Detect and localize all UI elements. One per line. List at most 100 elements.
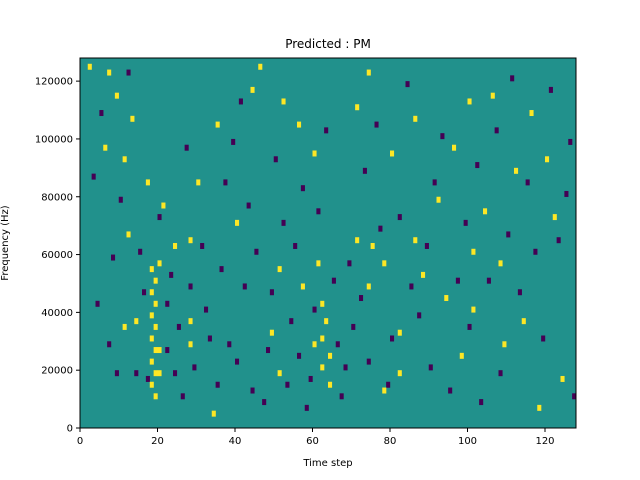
heatmap-cell-high — [258, 63, 263, 70]
heatmap-cell-low — [281, 219, 286, 226]
heatmap-cell-low — [541, 335, 546, 342]
heatmap-cell-high — [413, 115, 418, 122]
heatmap-cells — [87, 63, 577, 417]
heatmap-cell-high — [235, 219, 240, 226]
heatmap-cell-high — [483, 208, 488, 215]
heatmap-cell-high — [157, 347, 162, 354]
heatmap-cell-low — [548, 86, 553, 93]
heatmap-cell-low — [188, 283, 193, 290]
heatmap-cell-low — [463, 219, 468, 226]
heatmap-cell-low — [184, 144, 189, 151]
heatmap-cell-high — [153, 277, 158, 284]
y-tick-label: 40000 — [41, 308, 73, 319]
heatmap-cell-high — [498, 260, 503, 267]
heatmap-cell-low — [145, 375, 150, 382]
heatmap-cell-high — [157, 260, 162, 267]
heatmap-cell-low — [475, 162, 480, 169]
heatmap-cell-high — [312, 150, 317, 157]
heatmap-cell-low — [486, 277, 491, 284]
heatmap-cell-high — [269, 329, 274, 336]
heatmap-cell-high — [471, 248, 476, 255]
heatmap-cell-high — [471, 306, 476, 313]
chart-title: Predicted : PM — [285, 37, 371, 51]
heatmap-cell-high — [122, 323, 127, 330]
x-tick-label: 120 — [535, 436, 554, 447]
heatmap-cell-low — [227, 341, 232, 348]
heatmap-cell-low — [273, 156, 278, 163]
x-tick-label: 100 — [458, 436, 477, 447]
heatmap-cell-low — [312, 306, 317, 313]
heatmap-cell-high — [153, 370, 158, 377]
heatmap-cell-high — [188, 341, 193, 348]
x-axis-label: Time step — [302, 458, 352, 469]
heatmap-cell-low — [173, 370, 178, 377]
heatmap-cell-low — [235, 358, 240, 365]
heatmap-cell-high — [382, 260, 387, 267]
heatmap-cell-high — [366, 69, 371, 76]
heatmap-cell-low — [366, 358, 371, 365]
heatmap-cell-high — [134, 318, 139, 325]
heatmap-cell-low — [165, 300, 170, 307]
heatmap-cell-low — [572, 393, 577, 400]
plot-frame — [79, 57, 577, 429]
heatmap-cell-high — [320, 335, 325, 342]
heatmap-cell-low — [517, 289, 522, 296]
heatmap-cell-high — [459, 352, 464, 359]
heatmap-cell-low — [448, 387, 453, 394]
heatmap-cell-high — [452, 144, 457, 151]
heatmap-cell-low — [289, 318, 294, 325]
heatmap-cell-low — [157, 214, 162, 221]
heatmap-cell-low — [347, 260, 352, 267]
heatmap-cell-low — [250, 387, 255, 394]
heatmap-cell-low — [494, 127, 499, 134]
heatmap-cell-high — [397, 370, 402, 377]
heatmap-cell-high — [277, 370, 282, 377]
heatmap-cell-high — [149, 358, 154, 365]
heatmap-cell-high — [87, 63, 92, 70]
heatmap-cell-high — [397, 329, 402, 336]
x-tick-label: 0 — [77, 436, 83, 447]
heatmap-cell-low — [219, 266, 224, 273]
heatmap-cell-low — [180, 393, 185, 400]
y-axis-label: Frequency (Hz) — [0, 205, 11, 281]
y-tick-label: 80000 — [41, 192, 73, 203]
heatmap-cell-low — [297, 352, 302, 359]
heatmap-cell-low — [424, 243, 429, 249]
x-tick-label: 60 — [306, 436, 319, 447]
heatmap-cell-low — [564, 190, 569, 197]
heatmap-cell-low — [498, 370, 503, 377]
heatmap-cell-low — [207, 335, 212, 342]
heatmap-cell-high — [173, 243, 178, 249]
heatmap-cell-high — [149, 312, 154, 319]
heatmap-cell-high — [277, 266, 282, 273]
y-tick-label: 0 — [67, 424, 73, 435]
heatmap-cell-low — [568, 138, 573, 145]
heatmap-cell-low — [510, 75, 515, 82]
heatmap-cell-high — [153, 300, 158, 307]
heatmap-cell-high — [355, 104, 360, 111]
heatmap-cell-high — [444, 295, 449, 302]
heatmap-cell-low — [397, 214, 402, 221]
heatmap-cell-low — [316, 208, 321, 215]
heatmap-cell-low — [432, 179, 437, 186]
heatmap-cell-high — [300, 283, 305, 290]
heatmap-cell-high — [514, 167, 519, 174]
heatmap-cell-high — [529, 110, 534, 117]
heatmap-cell-low — [138, 248, 143, 255]
heatmap-cell-high — [355, 237, 360, 244]
heatmap-cell-low — [134, 370, 139, 377]
heatmap-cell-low — [331, 277, 336, 284]
heatmap-cell-high — [161, 202, 166, 209]
heatmap-cell-low — [386, 381, 391, 388]
heatmap-cell-high — [107, 69, 112, 76]
heatmap-cell-low — [169, 271, 174, 278]
heatmap-cell-high — [250, 86, 255, 93]
heatmap-cell-low — [351, 323, 356, 330]
heatmap-cell-low — [405, 81, 410, 88]
heatmap-cell-high — [130, 115, 135, 122]
heatmap-cell-low — [269, 289, 274, 296]
heatmap-cell-high — [436, 196, 441, 203]
heatmap-cell-low — [335, 341, 340, 348]
heatmap-cell-high — [149, 335, 154, 342]
